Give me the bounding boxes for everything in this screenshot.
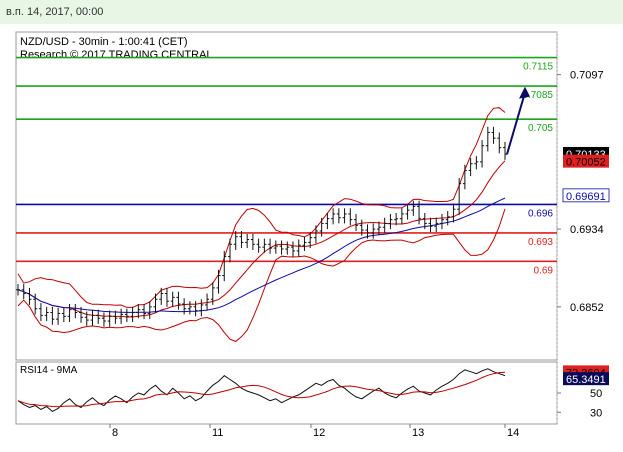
forecast-arrow-head bbox=[519, 86, 530, 99]
rsi-tag-label-1: 65.3491 bbox=[566, 374, 606, 386]
price-tag-bg-1 bbox=[563, 154, 609, 168]
x-axis: 8 11 12 13 14 bbox=[109, 424, 519, 439]
y-tick-label-2: 0.6852 bbox=[570, 302, 604, 314]
x-tick-label-3: 13 bbox=[412, 427, 424, 439]
level-lines: 0.7115 0.7085 0.705 0.696 0.693 0.69 bbox=[16, 56, 557, 276]
chart-subtitle: Research © 2017 TRADING CENTRAL bbox=[20, 49, 213, 61]
level-label-3: 0.696 bbox=[528, 208, 553, 219]
rsi-ma-line bbox=[17, 371, 506, 408]
rsi-series: 503072.369465.3491 bbox=[17, 365, 609, 419]
chart-title: NZD/USD - 30min - 1:00:41 (CET) bbox=[20, 36, 187, 48]
date-bar: в.п. 14, 2017, 00:00 bbox=[0, 0, 623, 24]
y-axis: 0.7097 0.6934 0.6852 bbox=[557, 70, 604, 314]
price-series bbox=[16, 86, 530, 327]
x-tick-label-2: 12 bbox=[313, 427, 325, 439]
lower-band bbox=[17, 208, 506, 342]
rsi-y-tick-label-0: 50 bbox=[590, 388, 602, 400]
upper-band bbox=[17, 107, 506, 308]
middle-band bbox=[17, 160, 506, 318]
forecast-arrow-line bbox=[506, 92, 526, 155]
level-label-0: 0.7115 bbox=[523, 62, 553, 73]
rsi-y-tick-label-1: 30 bbox=[590, 407, 602, 419]
y-tick-label-1: 0.6934 bbox=[570, 224, 604, 236]
x-tick-label-0: 8 bbox=[112, 427, 118, 439]
slow-moving-average bbox=[17, 197, 506, 313]
rsi-plot-frame bbox=[15, 361, 558, 425]
bollinger-bands bbox=[17, 107, 506, 342]
price-tag-bg-2 bbox=[562, 188, 610, 203]
rsi-line bbox=[17, 368, 506, 412]
level-label-5: 0.69 bbox=[534, 265, 554, 276]
level-label-4: 0.693 bbox=[528, 237, 553, 248]
price-tag-label-1: 0.70052 bbox=[566, 157, 606, 169]
rsi-tag-bg-1 bbox=[563, 372, 609, 386]
y-tick-label-0: 0.7097 bbox=[570, 70, 604, 82]
level-label-2: 0.705 bbox=[528, 123, 553, 134]
rsi-label: RSI14 - 9MA bbox=[20, 365, 78, 376]
date-label: в.п. 14, 2017, 00:00 bbox=[6, 6, 104, 18]
x-tick-label-1: 11 bbox=[212, 427, 223, 439]
x-tick-label-4: 14 bbox=[507, 427, 519, 439]
level-label-1: 0.7085 bbox=[522, 90, 553, 101]
price-tag-label-2: 0.69691 bbox=[566, 191, 606, 203]
